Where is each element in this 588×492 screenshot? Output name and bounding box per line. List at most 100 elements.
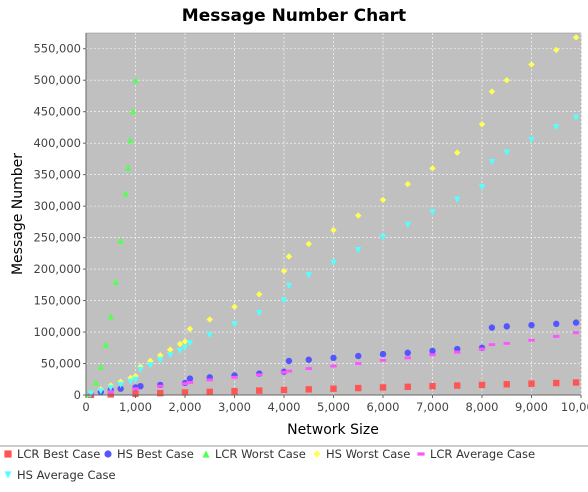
data-point-hs-average-case bbox=[132, 376, 139, 384]
data-point-hs-average-case bbox=[137, 366, 144, 374]
data-point-lcr-best-case bbox=[206, 388, 213, 396]
data-point-lcr-average-case bbox=[231, 375, 238, 379]
data-point-lcr-average-case bbox=[256, 373, 263, 377]
data-point-lcr-best-case bbox=[305, 386, 312, 393]
x-tick-label: 5,000 bbox=[317, 400, 350, 414]
legend-label: LCR Best Case bbox=[17, 447, 100, 461]
data-point-hs-worst-case bbox=[176, 340, 184, 348]
data-point-lcr-average-case bbox=[478, 347, 486, 351]
x-tick-label: 8,000 bbox=[466, 400, 499, 414]
data-point-lcr-average-case bbox=[305, 367, 312, 370]
data-point-hs-best-case bbox=[330, 354, 337, 362]
data-point-hs-best-case bbox=[305, 356, 312, 363]
data-point-hs-average-case bbox=[166, 352, 174, 359]
data-point-lcr-best-case bbox=[256, 387, 263, 394]
data-point-lcr-worst-case bbox=[122, 190, 129, 197]
data-point-lcr-average-case bbox=[553, 335, 560, 338]
data-point-lcr-average-case bbox=[132, 387, 139, 391]
legend-item-lcr-best-case: LCR Best Case bbox=[4, 447, 100, 461]
data-point-lcr-average-case bbox=[379, 358, 387, 362]
data-point-lcr-worst-case bbox=[129, 107, 137, 115]
x-tick-label: 2,000 bbox=[169, 400, 202, 414]
data-point-hs-worst-case bbox=[330, 226, 337, 234]
legend-label: HS Average Case bbox=[17, 468, 116, 482]
legend-item-hs-average-case: HS Average Case bbox=[4, 468, 116, 482]
data-point-hs-worst-case bbox=[503, 77, 510, 84]
data-point-hs-worst-case bbox=[454, 149, 461, 156]
data-point-lcr-average-case bbox=[157, 384, 164, 388]
y-tick-label: 50,000 bbox=[41, 357, 81, 371]
legend-marker-lcr-best-case bbox=[4, 450, 12, 458]
data-point-hs-worst-case bbox=[181, 338, 189, 345]
legend-item-lcr-worst-case: LCR Worst Case bbox=[202, 447, 306, 461]
data-point-hs-average-case bbox=[186, 340, 194, 347]
chart-title: Message Number Chart bbox=[182, 6, 406, 26]
legend-item-lcr-average-case: LCR Average Case bbox=[417, 447, 535, 461]
data-point-hs-worst-case bbox=[132, 372, 139, 380]
legend-item-hs-best-case: HS Best Case bbox=[104, 447, 194, 461]
data-point-lcr-best-case bbox=[330, 385, 337, 392]
data-point-hs-worst-case bbox=[157, 352, 164, 359]
series-lcr-average-case bbox=[87, 331, 580, 396]
data-point-lcr-best-case bbox=[181, 389, 189, 396]
x-tick-label: 10,000 bbox=[561, 400, 588, 414]
data-point-hs-average-case bbox=[404, 221, 411, 229]
y-tick-label: 0 bbox=[74, 388, 81, 402]
data-point-lcr-best-case bbox=[503, 381, 510, 388]
data-point-hs-average-case bbox=[478, 184, 486, 191]
data-point-hs-best-case bbox=[285, 357, 293, 365]
y-tick-label: 450,000 bbox=[33, 105, 81, 119]
x-tick-label: 0 bbox=[82, 400, 89, 414]
data-point-lcr-average-case bbox=[181, 382, 189, 386]
x-axis-label: Network Size bbox=[287, 422, 379, 438]
data-point-hs-best-case bbox=[404, 349, 411, 357]
legend-label: HS Best Case bbox=[117, 447, 194, 461]
data-point-hs-best-case bbox=[488, 324, 496, 331]
y-tick-label: 150,000 bbox=[33, 294, 81, 308]
data-point-hs-best-case bbox=[528, 321, 535, 329]
data-point-lcr-best-case bbox=[553, 379, 560, 387]
data-point-lcr-worst-case bbox=[102, 341, 109, 348]
data-point-hs-worst-case bbox=[528, 61, 535, 68]
data-point-hs-worst-case bbox=[404, 180, 411, 188]
y-tick-label: 500,000 bbox=[33, 73, 81, 87]
data-point-hs-worst-case bbox=[256, 291, 263, 298]
series-lcr-best-case bbox=[87, 379, 580, 399]
data-point-hs-best-case bbox=[355, 352, 362, 360]
data-point-hs-average-case bbox=[231, 321, 238, 328]
y-axis-label: Message Number bbox=[10, 153, 26, 275]
data-point-lcr-best-case bbox=[454, 382, 461, 389]
data-point-hs-average-case bbox=[206, 331, 213, 339]
data-point-lcr-best-case bbox=[478, 381, 486, 389]
data-point-hs-average-case bbox=[107, 384, 114, 392]
x-tick-label: 4,000 bbox=[268, 400, 301, 414]
data-point-hs-average-case bbox=[330, 259, 337, 266]
data-point-hs-average-case bbox=[176, 347, 184, 355]
data-point-hs-worst-case bbox=[355, 212, 362, 219]
data-point-hs-average-case bbox=[157, 357, 164, 364]
legend-label: LCR Worst Case bbox=[215, 447, 306, 461]
data-point-hs-best-case bbox=[503, 323, 510, 330]
data-point-hs-average-case bbox=[488, 158, 496, 166]
legend-marker-lcr-worst-case bbox=[202, 450, 210, 458]
data-point-hs-average-case bbox=[528, 136, 535, 144]
data-point-hs-worst-case bbox=[488, 88, 496, 95]
data-point-lcr-average-case bbox=[330, 364, 337, 368]
data-point-lcr-average-case bbox=[503, 341, 510, 345]
data-point-hs-worst-case bbox=[553, 46, 560, 54]
data-point-hs-average-case bbox=[355, 247, 362, 254]
y-tick-label: 350,000 bbox=[33, 168, 81, 182]
data-point-hs-worst-case bbox=[429, 165, 436, 172]
legend-item-hs-worst-case: HS Worst Case bbox=[313, 447, 410, 461]
legend-label: HS Worst Case bbox=[326, 447, 410, 461]
legend-marker-hs-best-case bbox=[104, 450, 112, 458]
data-point-lcr-best-case bbox=[157, 389, 164, 397]
data-point-hs-average-case bbox=[503, 149, 510, 156]
data-point-lcr-best-case bbox=[429, 382, 436, 390]
data-point-lcr-average-case bbox=[429, 353, 436, 357]
axes: 0 1,000 2,000 3,000 4,000 5,000 6,000 7,000 8,00… bbox=[33, 33, 588, 414]
data-point-hs-best-case bbox=[572, 319, 580, 326]
data-point-lcr-average-case bbox=[206, 378, 213, 382]
data-point-hs-worst-case bbox=[280, 267, 288, 275]
